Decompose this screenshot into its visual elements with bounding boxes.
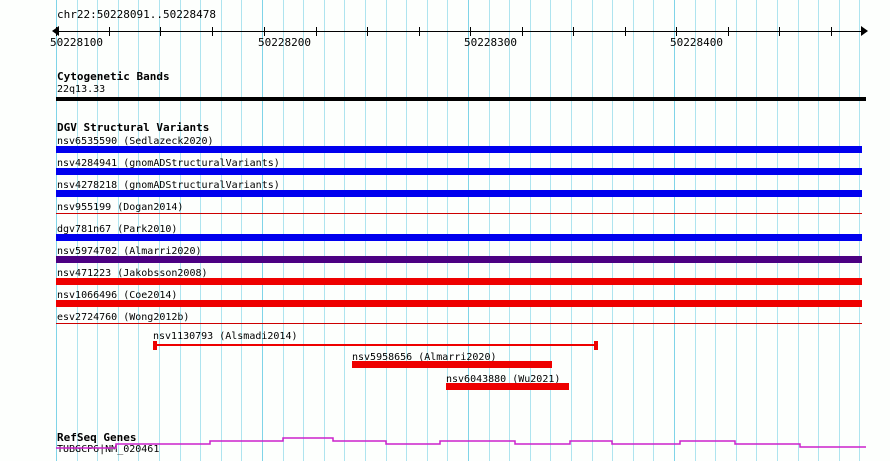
gene-exon-intron-line[interactable]	[56, 437, 866, 449]
variant-feature-bar[interactable]	[352, 361, 552, 368]
ruler-tick	[56, 27, 57, 36]
gridline-minor	[489, 0, 490, 461]
gene-model-track[interactable]	[0, 430, 890, 461]
track-label[interactable]: 22q13.33	[57, 84, 106, 95]
ruler-tick	[831, 27, 832, 36]
variant-feature-bar[interactable]	[56, 300, 862, 307]
gridline-minor	[653, 0, 654, 461]
track-label[interactable]: nsv5974702 (Almarri2020)	[57, 246, 202, 257]
track-label[interactable]: nsv4278218 (gnomADStructuralVariants)	[57, 180, 280, 191]
ruler-tick	[264, 27, 265, 36]
ruler-right-arrow-icon	[861, 26, 868, 36]
gridline-minor	[612, 0, 613, 461]
variant-feature-bar[interactable]	[56, 168, 862, 175]
gridline-minor	[839, 0, 840, 461]
gridline-major	[674, 0, 675, 461]
gridline-minor	[550, 0, 551, 461]
gridline-minor	[509, 0, 510, 461]
variant-endcap	[594, 341, 598, 350]
gridline-major	[262, 0, 263, 461]
gridline-minor	[633, 0, 634, 461]
track-label[interactable]: TUBGCP6|NM_020461	[57, 444, 160, 455]
track-label[interactable]: dgv781n67 (Park2010)	[57, 224, 178, 235]
variant-feature-line[interactable]	[153, 344, 598, 346]
gridline-minor	[777, 0, 778, 461]
ruler-tick	[728, 27, 729, 36]
gridline-minor	[530, 0, 531, 461]
track-label[interactable]: esv2724760 (Wong2012b)	[57, 312, 190, 323]
gridline-minor	[365, 0, 366, 461]
gridline-minor	[303, 0, 304, 461]
gridline-minor	[736, 0, 737, 461]
variant-feature-bar[interactable]	[446, 383, 569, 390]
gridline-minor	[571, 0, 572, 461]
gridline-minor	[180, 0, 181, 461]
track-label[interactable]: nsv1066496 (Coe2014)	[57, 290, 178, 301]
gridline-major	[468, 0, 469, 461]
track-label[interactable]: nsv1130793 (Alsmadi2014)	[153, 331, 298, 342]
track-label[interactable]: nsv955199 (Dogan2014)	[57, 202, 184, 213]
ruler-left-arrow-icon	[52, 26, 59, 36]
track-label[interactable]: nsv471223 (Jakobsson2008)	[57, 268, 208, 279]
gridline-minor	[859, 0, 860, 461]
ruler-tick	[625, 27, 626, 36]
section-title-refseq-genes: RefSeq Genes	[57, 431, 137, 444]
ruler-tick	[779, 27, 780, 36]
gridline-minor	[344, 0, 345, 461]
ruler-tick	[522, 27, 523, 36]
ruler-axis-line	[56, 31, 866, 32]
variant-feature-bar[interactable]	[56, 256, 862, 263]
gridline-minor	[283, 0, 284, 461]
ruler-tick	[109, 27, 110, 36]
gridline-minor	[447, 0, 448, 461]
ruler-tick	[573, 27, 574, 36]
ruler-tick-label: 50228100	[50, 36, 103, 49]
track-label[interactable]: nsv4284941 (gnomADStructuralVariants)	[57, 158, 280, 169]
variant-feature-bar[interactable]	[56, 146, 862, 153]
gridline-minor	[386, 0, 387, 461]
gridline-minor	[200, 0, 201, 461]
section-title-dgv-structural-variants: DGV Structural Variants	[57, 121, 210, 134]
ruler-tick	[676, 27, 677, 36]
gridline-minor	[427, 0, 428, 461]
gridline-minor	[241, 0, 242, 461]
gridline-minor	[221, 0, 222, 461]
variant-feature-line[interactable]	[56, 323, 862, 324]
ruler-tick	[316, 27, 317, 36]
gridline-minor	[592, 0, 593, 461]
variant-feature-bar[interactable]	[56, 234, 862, 241]
variant-feature-bar[interactable]	[56, 278, 862, 285]
section-title-cytogenetic-bands: Cytogenetic Bands	[57, 70, 170, 83]
ruler-tick	[367, 27, 368, 36]
ruler-tick	[212, 27, 213, 36]
coordinate-ruler: chr22:50228091..50228478 50228100 5022820…	[0, 0, 890, 49]
gridline-minor	[818, 0, 819, 461]
ruler-tick	[470, 27, 471, 36]
variant-endcap	[153, 341, 157, 350]
ruler-tick-label: 50228400	[670, 36, 723, 49]
ruler-tick-label: 50228300	[464, 36, 517, 49]
gridline-minor	[324, 0, 325, 461]
variant-feature-bar[interactable]	[56, 190, 862, 197]
gridline-minor	[756, 0, 757, 461]
variant-feature-line[interactable]	[56, 213, 862, 214]
cytoband-bar[interactable]	[56, 97, 866, 101]
track-label[interactable]: nsv6535590 (Sedlazeck2020)	[57, 136, 214, 147]
region-coordinate-label: chr22:50228091..50228478	[57, 8, 216, 21]
gridline-minor	[406, 0, 407, 461]
gridline-minor	[715, 0, 716, 461]
gridline-minor	[695, 0, 696, 461]
track-label[interactable]: nsv5958656 (Almarri2020)	[352, 352, 497, 363]
gridline-minor	[798, 0, 799, 461]
ruler-tick	[419, 27, 420, 36]
track-label[interactable]: nsv6043880 (Wu2021)	[446, 374, 561, 385]
ruler-tick-label: 50228200	[258, 36, 311, 49]
ruler-tick	[160, 27, 161, 36]
